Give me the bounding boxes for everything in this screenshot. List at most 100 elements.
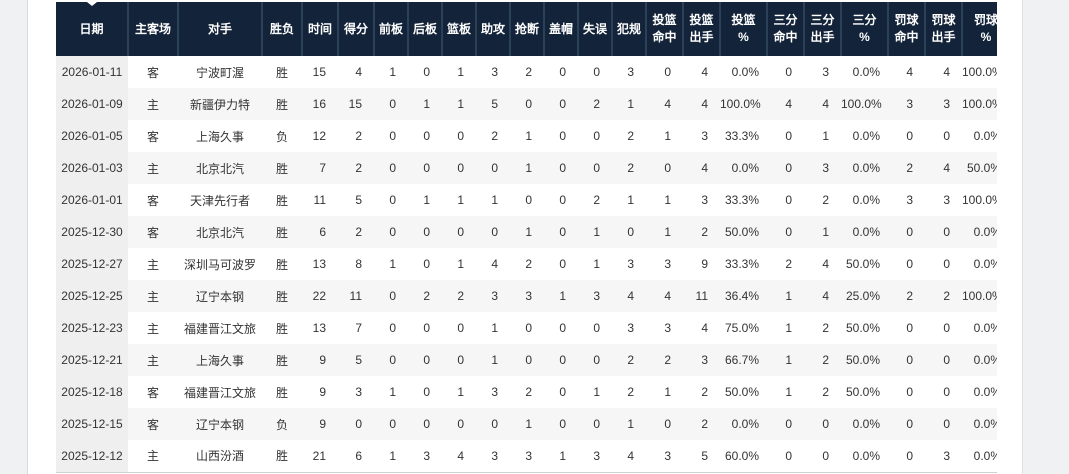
cell-orb: 0 (389, 193, 396, 207)
cell-ast: 1 (491, 193, 498, 207)
cell-points: 2 (355, 225, 362, 239)
table-row: 2026-01-01 客天津先行者胜 11 5 0 1 1 1 0 0 2 1 1 3 33.3% 0 2 0.0… (56, 184, 997, 216)
col-header-fgp: 投篮% (720, 2, 768, 56)
cell-fta: 0 (943, 129, 950, 143)
cell-ftm: 3 (906, 193, 913, 207)
cell-pf: 4 (627, 289, 634, 303)
cell-fga: 4 (701, 65, 708, 79)
cell-drb: 0 (423, 385, 430, 399)
cell-tpm: 2 (785, 257, 792, 271)
col-header-reb: 篮板 (442, 2, 477, 56)
cell-fgm: 3 (664, 448, 671, 463)
cell-opponent: 上海久事 (195, 353, 244, 368)
cell-tpa: 4 (822, 97, 829, 111)
col-header-points: 得分 (338, 2, 375, 56)
cell-blk: 0 (559, 65, 566, 79)
cell-fgp: 100.0% (720, 97, 761, 111)
cell-result: 胜 (275, 449, 288, 464)
cell-fgp: 33.3% (724, 257, 759, 271)
cell-drb: 1 (423, 97, 430, 111)
cell-tov: 1 (593, 225, 600, 239)
cell-tpp: 50.0% (845, 385, 880, 399)
cell-minutes: 9 (319, 353, 326, 367)
cell-fgp: 0.0% (731, 417, 759, 431)
cell-blk: 0 (559, 385, 566, 399)
table-header: 日期 主客场 对手 胜负 时间 得分 前板 后板 篮板 助攻 抢断 盖帽 失误 犯规 投篮 命中 投篮 出手 投篮%… (56, 2, 997, 56)
cell-venue: 主 (146, 161, 159, 176)
cell-drb: 0 (423, 257, 430, 271)
cell-minutes: 9 (319, 385, 326, 399)
cell-ftm: 3 (906, 97, 913, 111)
game-log-table: 日期 主客场 对手 胜负 时间 得分 前板 后板 篮板 助攻 抢断 盖帽 失误 犯规 投篮 命中 投篮 出手 投篮%… (56, 2, 997, 473)
cell-tpp: 0.0% (852, 225, 880, 239)
cell-reb: 1 (457, 257, 464, 271)
cell-fgm: 0 (664, 417, 671, 431)
cell-date: 2025-12-25 (56, 280, 128, 312)
cell-date: 2025-12-23 (56, 312, 128, 344)
cell-fta: 3 (943, 193, 950, 207)
col-header-tpa: 三分 出手 (804, 2, 842, 56)
cell-fta: 2 (943, 289, 950, 303)
cell-date: 2025-12-12 (56, 440, 128, 472)
tooltip-caret-icon (87, 2, 97, 6)
cell-minutes: 9 (319, 417, 326, 431)
cell-opponent: 新疆伊力特 (189, 97, 250, 112)
cell-points: 3 (355, 385, 362, 399)
cell-stl: 1 (525, 225, 532, 239)
cell-reb: 1 (457, 97, 464, 111)
cell-result: 负 (275, 129, 288, 144)
cell-opponent: 福建晋江文旅 (183, 385, 256, 400)
cell-fta: 0 (943, 385, 950, 399)
cell-date: 2026-01-03 (56, 152, 128, 184)
cell-opponent: 山西汾酒 (195, 449, 244, 464)
cell-ast: 1 (491, 353, 498, 367)
cell-ftm: 2 (906, 289, 913, 303)
cell-tov: 0 (593, 65, 600, 79)
cell-tov: 3 (593, 448, 600, 463)
cell-fga: 3 (701, 193, 708, 207)
cell-ftp: 100.0% (962, 65, 997, 79)
cell-blk: 1 (559, 289, 566, 303)
cell-tpp: 0.0% (852, 129, 880, 143)
cell-opponent: 福建晋江文旅 (183, 321, 256, 336)
cell-opponent: 深圳马可波罗 (183, 257, 256, 272)
cell-ftp: 100.0% (962, 97, 997, 111)
cell-pf: 4 (627, 448, 634, 463)
cell-venue: 主 (146, 289, 159, 304)
cell-tpp: 50.0% (845, 353, 880, 367)
cell-tpa: 2 (822, 321, 829, 335)
cell-date: 2026-01-05 (56, 120, 128, 152)
cell-reb: 2 (457, 289, 464, 303)
cell-points: 11 (349, 289, 362, 303)
cell-fgp: 0.0% (731, 161, 759, 175)
cell-opponent: 宁波町渥 (195, 65, 244, 80)
cell-tpp: 0.0% (852, 65, 880, 79)
table-scroll-area[interactable]: 日期 主客场 对手 胜负 时间 得分 前板 后板 篮板 助攻 抢断 盖帽 失误 犯规 投篮 命中 投篮 出手 投篮%… (56, 2, 997, 474)
cell-points: 5 (355, 193, 362, 207)
cell-stl: 0 (525, 193, 532, 207)
cell-fga: 5 (701, 448, 708, 463)
cell-points: 0 (355, 417, 362, 431)
cell-orb: 0 (389, 417, 396, 431)
cell-tpm: 1 (785, 353, 792, 367)
cell-ast: 3 (491, 289, 498, 303)
cell-result: 胜 (275, 289, 288, 304)
cell-points: 7 (355, 321, 362, 335)
table-row: 2025-12-27 主深圳马可波罗胜 13 8 1 0 1 4 2 0 1 3 3 9 33.3% 2 4 50… (56, 248, 997, 280)
cell-fga: 11 (695, 289, 708, 303)
cell-stl: 2 (525, 257, 532, 271)
cell-ftm: 0 (906, 385, 913, 399)
cell-fgm: 1 (664, 193, 671, 207)
cell-tpa: 2 (822, 193, 829, 207)
cell-minutes: 16 (312, 97, 326, 111)
cell-fga: 3 (701, 353, 708, 367)
cell-fgm: 0 (664, 65, 671, 79)
cell-fgp: 50.0% (724, 225, 759, 239)
cell-tpm: 0 (785, 225, 792, 239)
table-row: 2025-12-21 主 上海久事 胜 9 5 0 0 0 1 0 0 0 2 2 3 66.7% 1 2 50.0%… (56, 344, 997, 376)
cell-pf: 2 (627, 161, 634, 175)
cell-date: 2025-12-30 (56, 216, 128, 248)
cell-minutes: 6 (319, 225, 326, 239)
table-row: 2025-12-15 客 辽宁本钢 负 9 0 0 0 0 0 1 0 0 1 0 2 0.0% 0 0 0.0% 0 0… (56, 408, 997, 440)
cell-venue: 主 (146, 449, 159, 464)
